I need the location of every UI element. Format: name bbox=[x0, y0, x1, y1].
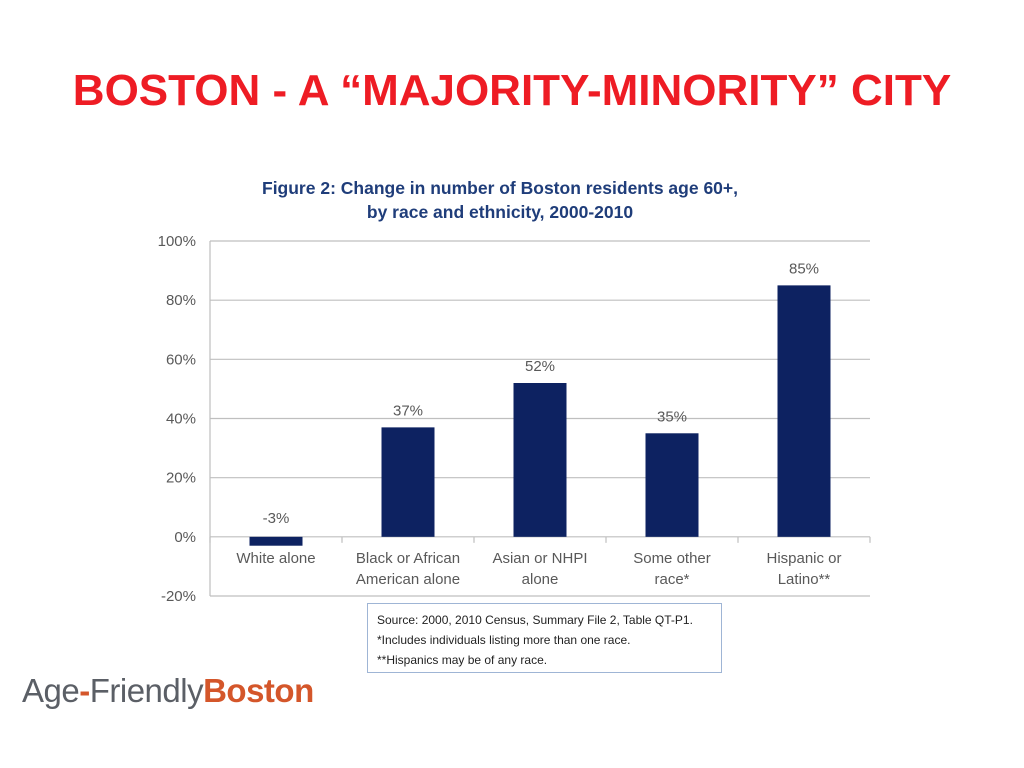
x-category-label: Hispanic or bbox=[766, 550, 841, 567]
logo-word-friendly: Friendly bbox=[90, 672, 203, 709]
logo-word-boston: Boston bbox=[203, 672, 314, 709]
x-category-label: Latino** bbox=[778, 571, 831, 588]
x-category-label: White alone bbox=[236, 550, 315, 567]
x-category-label: race* bbox=[654, 571, 689, 588]
logo-dash: - bbox=[79, 672, 90, 709]
bar bbox=[778, 285, 831, 536]
source-note-box: Source: 2000, 2010 Census, Summary File … bbox=[367, 603, 722, 673]
data-label: 52% bbox=[525, 358, 555, 375]
data-label: 37% bbox=[393, 402, 423, 419]
y-tick-label: 60% bbox=[166, 351, 196, 368]
bar bbox=[514, 383, 567, 537]
bar bbox=[250, 537, 303, 546]
x-category-label: Some other bbox=[633, 550, 711, 567]
data-label: 35% bbox=[657, 408, 687, 425]
source-note-line-3: **Hispanics may be of any race. bbox=[377, 650, 712, 670]
y-tick-label: 80% bbox=[166, 292, 196, 309]
bar bbox=[646, 433, 699, 537]
y-tick-label: -20% bbox=[161, 588, 196, 605]
y-tick-label: 100% bbox=[158, 233, 196, 250]
y-tick-label: 40% bbox=[166, 411, 196, 428]
x-category-label: Asian or NHPI bbox=[492, 550, 587, 567]
age-friendly-boston-logo: Age-FriendlyBoston bbox=[22, 672, 314, 710]
y-tick-label: 20% bbox=[166, 470, 196, 487]
data-label: -3% bbox=[263, 510, 290, 527]
data-label: 85% bbox=[789, 260, 819, 277]
x-category-label: Black or African bbox=[356, 550, 460, 567]
logo-word-age: Age bbox=[22, 672, 79, 709]
x-category-label: alone bbox=[522, 571, 559, 588]
bar bbox=[382, 427, 435, 536]
y-tick-label: 0% bbox=[174, 529, 196, 546]
x-category-label: American alone bbox=[356, 571, 460, 588]
source-note-line-2: *Includes individuals listing more than … bbox=[377, 630, 712, 650]
source-note-line-1: Source: 2000, 2010 Census, Summary File … bbox=[377, 610, 712, 630]
